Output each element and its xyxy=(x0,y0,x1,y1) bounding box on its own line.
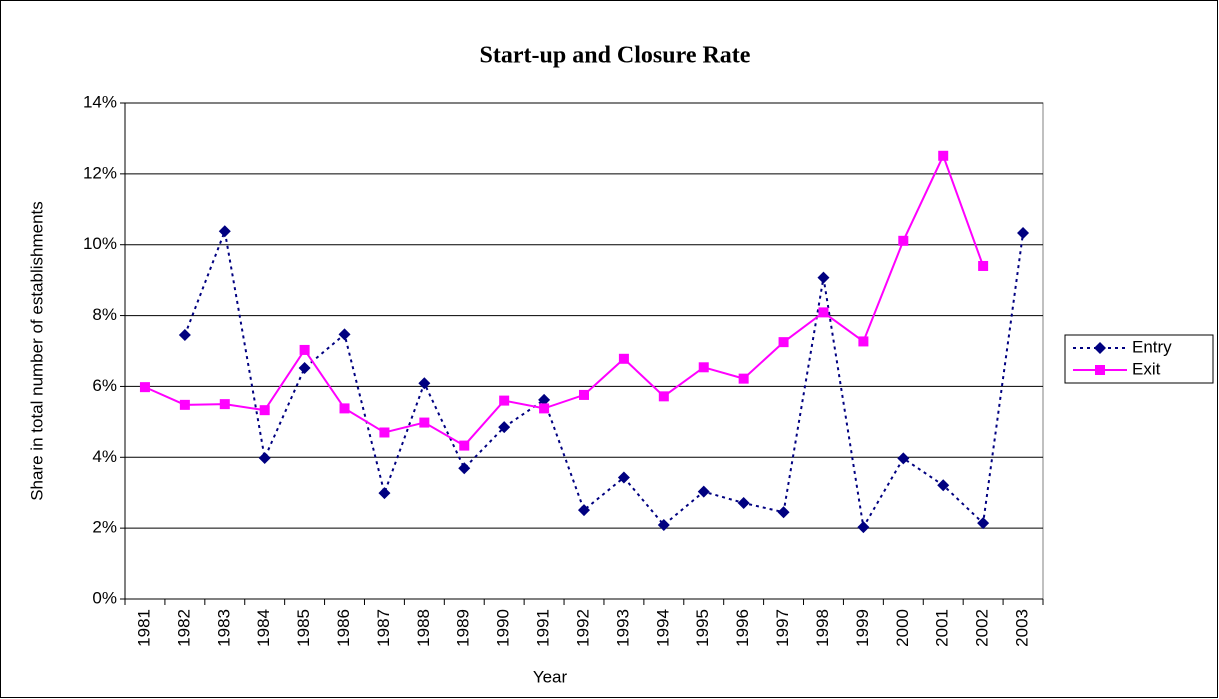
data-point xyxy=(299,344,310,355)
data-point xyxy=(499,395,510,406)
x-tick-label: 1990 xyxy=(494,609,513,647)
data-point xyxy=(218,225,231,238)
legend-label: Exit xyxy=(1132,359,1161,378)
data-point xyxy=(897,452,910,465)
data-point xyxy=(978,260,989,271)
x-tick-label: 1981 xyxy=(134,609,153,647)
data-point xyxy=(738,373,749,384)
data-point xyxy=(178,329,191,342)
data-point xyxy=(777,506,790,519)
x-tick-label: 1988 xyxy=(414,609,433,647)
y-axis-label: Share in total number of establishments xyxy=(27,201,46,501)
data-point xyxy=(379,427,390,438)
y-tick-label: 6% xyxy=(92,376,117,395)
data-point xyxy=(419,417,430,428)
data-point xyxy=(657,518,670,531)
data-point xyxy=(538,393,551,406)
data-point xyxy=(579,389,589,400)
x-tick-label: 1985 xyxy=(294,609,313,647)
x-tick-label: 1998 xyxy=(813,609,832,647)
data-point xyxy=(338,328,351,341)
data-point xyxy=(618,353,629,364)
data-point xyxy=(858,336,869,347)
data-point xyxy=(219,399,230,410)
data-point xyxy=(139,382,150,393)
data-point xyxy=(977,517,990,530)
x-tick-label: 2003 xyxy=(1013,609,1032,647)
legend-marker xyxy=(1095,365,1105,375)
x-tick-label: 1993 xyxy=(613,609,632,647)
data-point xyxy=(418,377,431,390)
data-point xyxy=(658,391,669,402)
data-point xyxy=(378,487,391,500)
x-tick-label: 1982 xyxy=(174,609,193,647)
series-line xyxy=(144,153,985,447)
x-tick-label: 2002 xyxy=(973,609,992,647)
x-tick-label: 1984 xyxy=(254,609,273,647)
x-tick-label: 1994 xyxy=(653,609,672,647)
x-tick-label: 1991 xyxy=(534,609,553,647)
y-tick-label: 4% xyxy=(92,447,117,466)
x-tick-label: 2000 xyxy=(893,609,912,647)
data-point xyxy=(937,479,950,492)
y-tick-label: 14% xyxy=(83,92,117,111)
chart-title: Start-up and Closure Rate xyxy=(480,43,751,69)
data-point xyxy=(259,405,270,416)
x-tick-label: 1996 xyxy=(733,609,752,647)
y-tick-label: 10% xyxy=(83,234,117,253)
data-point xyxy=(339,403,350,414)
data-point xyxy=(697,485,710,498)
data-point xyxy=(1017,227,1030,240)
data-point xyxy=(498,421,511,434)
data-point xyxy=(778,337,789,348)
legend-marker xyxy=(1094,342,1106,354)
legend-box xyxy=(1064,334,1214,384)
data-point xyxy=(459,440,470,451)
data-point xyxy=(258,451,271,464)
y-tick-label: 0% xyxy=(92,588,117,607)
data-point xyxy=(458,462,471,475)
x-tick-label: 1992 xyxy=(573,609,592,647)
x-tick-label: 1989 xyxy=(454,609,473,647)
data-point xyxy=(179,399,190,410)
data-point xyxy=(539,403,550,414)
x-tick-label: 1987 xyxy=(374,609,393,647)
data-point xyxy=(857,521,870,534)
data-point xyxy=(898,235,909,246)
plot-area xyxy=(124,102,1044,600)
x-axis-label: Year xyxy=(533,667,568,686)
x-tick-label: 2001 xyxy=(933,609,952,647)
y-tick-label: 8% xyxy=(92,305,117,324)
data-point xyxy=(818,307,829,318)
data-point xyxy=(578,504,590,517)
x-tick-label: 1983 xyxy=(214,609,233,647)
data-point xyxy=(737,496,750,509)
x-tick-label: 1997 xyxy=(773,609,792,647)
series-line xyxy=(183,227,1025,531)
data-point xyxy=(698,362,709,373)
x-tick-label: 1999 xyxy=(853,609,872,647)
legend-label: Entry xyxy=(1132,337,1172,356)
data-point xyxy=(298,362,311,375)
y-tick-label: 12% xyxy=(83,163,117,182)
data-point xyxy=(817,271,830,284)
data-point xyxy=(938,150,949,161)
data-point xyxy=(617,471,630,484)
x-tick-label: 1986 xyxy=(334,609,353,647)
y-tick-label: 2% xyxy=(92,518,117,537)
x-tick-label: 1995 xyxy=(693,609,712,647)
